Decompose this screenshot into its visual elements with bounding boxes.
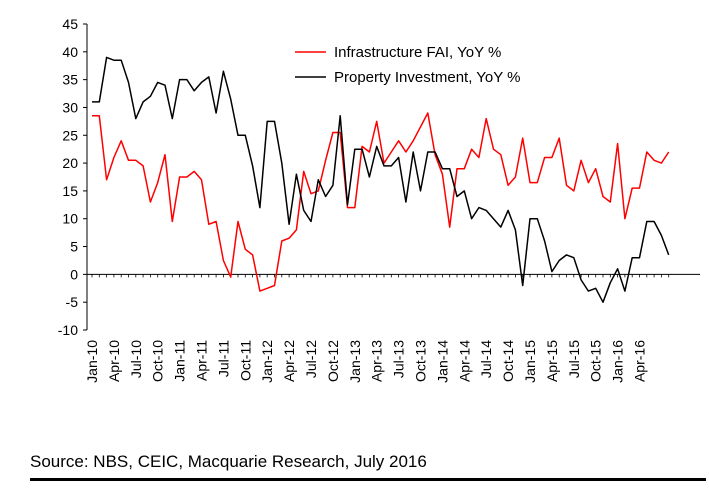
x-tick-label: Apr-15: [544, 340, 560, 382]
y-tick-label: 25: [62, 127, 78, 143]
x-tick-label: Jan-12: [259, 340, 275, 383]
x-tick-label: Oct-15: [588, 340, 604, 382]
x-tick-label: Jan-11: [172, 340, 188, 382]
x-tick-label: Oct-11: [237, 340, 253, 381]
x-tick-label: Jan-14: [434, 340, 450, 383]
y-tick-label: 30: [62, 99, 78, 115]
y-tick-label: 40: [62, 44, 78, 60]
x-tick-label: Jan-15: [522, 340, 538, 383]
x-tick-label: Oct-12: [325, 340, 341, 382]
x-tick-label: Jan-13: [347, 340, 363, 383]
line-chart: 45 40 35 30 25 20 15 10 5 0 -5 -10 Jan-10 Apr-10 Jul-1…: [58, 16, 700, 383]
x-tick-label: Apr-14: [456, 340, 472, 382]
x-tick-label: Jul-12: [303, 340, 319, 378]
legend-label: Property Investment, YoY %: [334, 69, 521, 86]
y-tick-label: 20: [62, 155, 78, 171]
x-tick-label: Apr-16: [632, 340, 648, 382]
y-tick-label: 15: [62, 183, 78, 199]
y-tick-label: -10: [58, 322, 78, 338]
legend-label: Infrastructure FAI, YoY %: [334, 44, 501, 61]
y-tick-label: -5: [66, 294, 79, 310]
source-divider: [30, 478, 706, 481]
chart-axes: 45 40 35 30 25 20 15 10 5 0 -5 -10 Jan-10 Apr-10 Jul-1…: [58, 16, 700, 383]
x-tick-label: Jul-15: [566, 340, 582, 378]
x-tick-label: Oct-10: [150, 340, 166, 382]
x-tick-label: Jul-11: [215, 340, 231, 377]
series-line-property-investment: [92, 56, 670, 303]
series-line-infrastructure-fai: [92, 112, 670, 292]
x-tick-label: Jan-16: [610, 340, 626, 383]
y-tick-label: 35: [62, 72, 78, 88]
x-tick-label: Apr-13: [369, 340, 385, 382]
x-tick-label: Oct-13: [413, 340, 429, 382]
x-tick-label: Apr-10: [106, 340, 122, 382]
y-tick-label: 5: [70, 239, 78, 255]
source-note: Source: NBS, CEIC, Macquarie Research, J…: [30, 452, 427, 471]
x-tick-label: Apr-12: [281, 340, 297, 382]
y-tick-label: 10: [62, 211, 78, 227]
x-tick-label: Oct-14: [500, 340, 516, 382]
series-layer: [92, 56, 670, 303]
x-tick-label: Jul-13: [391, 340, 407, 378]
y-tick-label: 0: [70, 266, 78, 282]
x-tick-label: Jul-14: [478, 340, 494, 378]
x-tick-label: Jul-10: [128, 340, 144, 378]
legend: Infrastructure FAI, YoY % Property Invest…: [295, 44, 521, 86]
x-tick-label: Apr-11: [194, 340, 210, 381]
x-tick-label: Jan-10: [84, 340, 100, 383]
y-tick-label: 45: [62, 16, 78, 32]
